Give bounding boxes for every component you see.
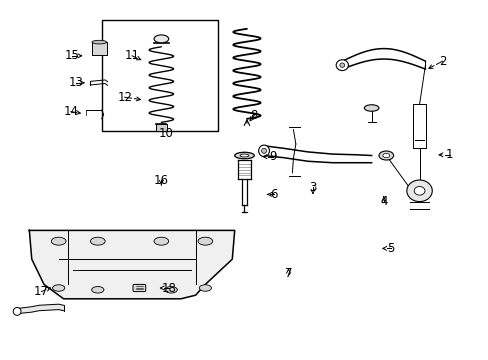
Text: 3: 3	[308, 181, 316, 194]
Text: 11: 11	[124, 49, 139, 62]
Ellipse shape	[164, 287, 177, 293]
Ellipse shape	[51, 237, 66, 245]
Ellipse shape	[339, 63, 344, 67]
Ellipse shape	[364, 105, 378, 111]
Text: 16: 16	[154, 174, 168, 186]
Ellipse shape	[413, 186, 424, 195]
Text: 15: 15	[65, 49, 80, 62]
Polygon shape	[15, 304, 63, 314]
Ellipse shape	[154, 237, 168, 245]
Text: 2: 2	[438, 55, 446, 68]
Ellipse shape	[92, 40, 106, 44]
Ellipse shape	[240, 154, 248, 157]
Text: 12: 12	[117, 91, 132, 104]
Text: 6: 6	[269, 188, 277, 201]
Ellipse shape	[406, 180, 431, 202]
Text: 10: 10	[159, 127, 173, 140]
Ellipse shape	[382, 153, 389, 158]
Text: 13: 13	[68, 76, 83, 89]
Bar	[102, 20, 217, 131]
Text: 7: 7	[284, 267, 292, 280]
Ellipse shape	[90, 237, 105, 245]
Ellipse shape	[13, 307, 21, 315]
Ellipse shape	[198, 237, 212, 245]
Text: 17: 17	[34, 285, 49, 298]
Ellipse shape	[336, 60, 347, 71]
Ellipse shape	[154, 35, 168, 43]
Bar	[92, 42, 106, 55]
Text: 1: 1	[445, 148, 453, 161]
Polygon shape	[29, 230, 234, 299]
Ellipse shape	[234, 152, 254, 159]
Ellipse shape	[53, 285, 64, 291]
Text: 14: 14	[63, 105, 78, 118]
Text: 4: 4	[379, 195, 387, 208]
Text: 18: 18	[161, 282, 176, 294]
Ellipse shape	[258, 145, 269, 157]
Ellipse shape	[92, 287, 104, 293]
Ellipse shape	[378, 151, 393, 160]
FancyBboxPatch shape	[133, 284, 145, 292]
Ellipse shape	[261, 148, 266, 153]
Text: 5: 5	[386, 242, 394, 255]
Bar	[155, 124, 167, 131]
Ellipse shape	[199, 285, 211, 291]
Text: 9: 9	[268, 150, 276, 163]
Text: 8: 8	[250, 109, 258, 122]
